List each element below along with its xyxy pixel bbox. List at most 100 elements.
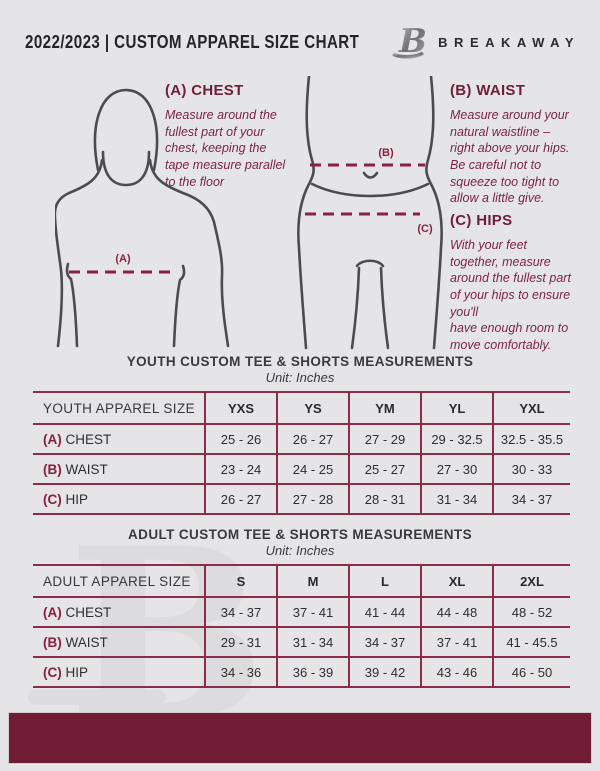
- cell: 27 - 29: [348, 424, 421, 454]
- figure-navel: [362, 171, 379, 179]
- cell: 27 - 28: [276, 484, 349, 514]
- cell: 39 - 42: [348, 657, 421, 687]
- hips-instruction: (C) HIPS With your feet together, measur…: [450, 212, 596, 353]
- youth-hip-row-label: (C) HIP: [33, 484, 205, 514]
- adult-size-column-header: ADULT APPAREL SIZE: [43, 573, 191, 589]
- table-row: (C) HIP 26 - 27 27 - 28 28 - 31 31 - 34 …: [33, 484, 570, 514]
- figure-hip-crease: [310, 182, 430, 198]
- youth-header-row: YOUTH APPAREL SIZE YXS YS YM YL YXL: [33, 392, 570, 424]
- cell: 41 - 44: [348, 597, 421, 627]
- logo-underline: [392, 51, 425, 59]
- row-prefix: (B): [43, 461, 62, 477]
- watermark-logo-swoosh: [28, 690, 166, 705]
- size-header-l: L: [348, 565, 421, 597]
- adult-hip-row-label: (C) HIP: [33, 657, 205, 687]
- cell: 48 - 52: [492, 597, 570, 627]
- youth-table-title: YOUTH CUSTOM TEE & SHORTS MEASUREMENTS: [126, 354, 474, 369]
- cell: 28 - 31: [348, 484, 421, 514]
- chest-line-label: (A): [115, 253, 131, 265]
- size-header-yxs: YXS: [204, 392, 277, 424]
- hips-instruction-heading: (C) HIPS: [450, 212, 513, 229]
- table-row: (C) HIP 34 - 36 36 - 39 39 - 42 43 - 46 …: [33, 657, 570, 687]
- figure-right-chest-side: [172, 264, 186, 348]
- hip-line-label: (C): [417, 223, 433, 235]
- cell: 31 - 34: [276, 627, 349, 657]
- cell: 37 - 41: [420, 627, 493, 657]
- table-row: (B) WAIST 29 - 31 31 - 34 34 - 37 37 - 4…: [33, 627, 570, 657]
- adult-size-table: ADULT APPAREL SIZE S M L XL 2XL (A) CHES…: [33, 564, 570, 688]
- cell: 29 - 31: [204, 627, 277, 657]
- figure-right-shoulder-arm: [148, 158, 230, 348]
- cell: 24 - 25: [276, 454, 349, 484]
- page-title: 2022/2023 | CUSTOM APPAREL SIZE CHART: [25, 32, 360, 52]
- size-header-ys: YS: [276, 392, 349, 424]
- cell: 26 - 27: [204, 484, 277, 514]
- size-header-yl: YL: [420, 392, 493, 424]
- header: 2022/2023 | CUSTOM APPAREL SIZE CHART B …: [25, 22, 580, 62]
- chest-instruction-body: Measure around the fullest part of your …: [165, 108, 286, 189]
- cell: 46 - 50: [492, 657, 570, 687]
- cell: 26 - 27: [276, 424, 349, 454]
- row-prefix: (A): [43, 431, 62, 447]
- youth-chest-row-label: (A) CHEST: [33, 424, 205, 454]
- cell: 34 - 37: [348, 627, 421, 657]
- row-prefix: (C): [43, 491, 62, 507]
- row-label: HIP: [65, 664, 89, 680]
- row-label: CHEST: [65, 604, 112, 620]
- figure-left-inner-leg: [350, 266, 361, 350]
- row-label: WAIST: [65, 461, 108, 477]
- row-label: HIP: [65, 491, 89, 507]
- adult-chest-row-label: (A) CHEST: [33, 597, 205, 627]
- row-label: CHEST: [65, 431, 112, 447]
- chest-instruction: (A) CHEST Measure around the fullest par…: [165, 82, 307, 190]
- cell: 23 - 24: [204, 454, 277, 484]
- brand-name: BREAKAWAY: [438, 34, 580, 50]
- waist-instruction-body: Measure around your natural waistline – …: [450, 108, 570, 206]
- chest-instruction-heading: (A) CHEST: [165, 82, 244, 99]
- waist-line-label: (B): [378, 147, 394, 159]
- figure-head: [93, 88, 159, 172]
- adult-table-title: ADULT CUSTOM TEE & SHORTS MEASUREMENTS: [128, 527, 472, 542]
- cell: 41 - 45.5: [492, 627, 570, 657]
- youth-size-column-header: YOUTH APPAREL SIZE: [43, 400, 195, 416]
- size-header-m: M: [276, 565, 349, 597]
- size-header-yxl: YXL: [492, 392, 570, 424]
- table-row: (A) CHEST 34 - 37 37 - 41 41 - 44 44 - 4…: [33, 597, 570, 627]
- cell: 27 - 30: [420, 454, 493, 484]
- cell: 44 - 48: [420, 597, 493, 627]
- breakaway-logo-icon: B: [392, 22, 427, 60]
- waist-instruction: (B) WAIST Measure around your natural wa…: [450, 82, 590, 207]
- chest-measure-diagram: (A): [55, 88, 230, 348]
- hips-instruction-body: With your feet together, measure around …: [450, 238, 571, 352]
- row-prefix: (A): [43, 604, 62, 620]
- table-row: (A) CHEST 25 - 26 26 - 27 27 - 29 29 - 3…: [33, 424, 570, 454]
- adult-waist-row-label: (B) WAIST: [33, 627, 205, 657]
- cell: 34 - 37: [204, 597, 277, 627]
- row-prefix: (C): [43, 664, 62, 680]
- size-header-2xl: 2XL: [492, 565, 570, 597]
- cell: 32.5 - 35.5: [492, 424, 570, 454]
- figure-right-torso-side: [425, 76, 443, 350]
- table-row: (B) WAIST 23 - 24 24 - 25 25 - 27 27 - 3…: [33, 454, 570, 484]
- figure-right-inner-leg: [379, 266, 390, 350]
- adult-header-row: ADULT APPAREL SIZE S M L XL 2XL: [33, 565, 570, 597]
- row-label: WAIST: [65, 634, 108, 650]
- figure-collar: [101, 150, 151, 187]
- size-header-s: S: [204, 565, 277, 597]
- figure-crotch-arch: [355, 259, 385, 268]
- cell: 25 - 27: [348, 454, 421, 484]
- row-prefix: (B): [43, 634, 62, 650]
- youth-table-unit: Unit: Inches: [265, 370, 335, 385]
- youth-size-section: YOUTH CUSTOM TEE & SHORTS MEASUREMENTS U…: [0, 354, 600, 515]
- youth-size-table: YOUTH APPAREL SIZE YXS YS YM YL YXL (A) …: [33, 391, 570, 515]
- cell: 29 - 32.5: [420, 424, 493, 454]
- cell: 36 - 39: [276, 657, 349, 687]
- cell: 25 - 26: [204, 424, 277, 454]
- youth-waist-row-label: (B) WAIST: [33, 454, 205, 484]
- size-header-xl: XL: [420, 565, 493, 597]
- cell: 34 - 36: [204, 657, 277, 687]
- cell: 43 - 46: [420, 657, 493, 687]
- adult-table-unit: Unit: Inches: [265, 543, 335, 558]
- cell: 31 - 34: [420, 484, 493, 514]
